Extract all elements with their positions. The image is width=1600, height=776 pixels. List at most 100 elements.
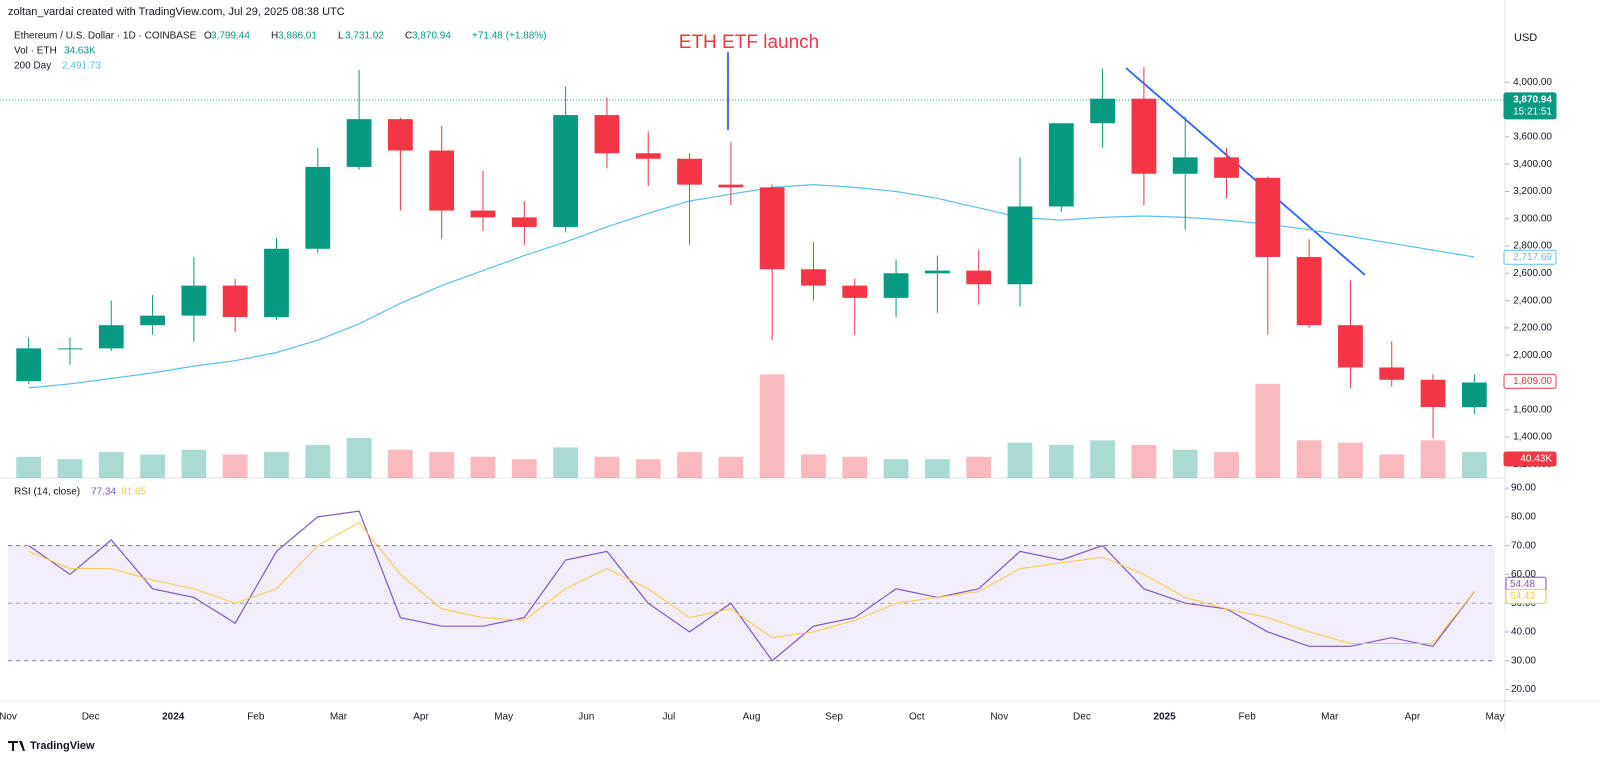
candle-body (1296, 256, 1322, 326)
candle-body (429, 150, 455, 211)
y-tick-label: 20.00 (1511, 684, 1536, 695)
rsi-value: 77.34 (91, 487, 116, 498)
y-tick-label: 3,000.00 (1513, 213, 1552, 224)
ma-tag (1503, 249, 1557, 265)
candle-body (553, 115, 579, 227)
y-tick-label: 30.00 (1511, 655, 1536, 666)
candle-body (594, 115, 620, 154)
candle-body (1007, 206, 1033, 285)
y-tick-label: 1,400.00 (1513, 432, 1552, 443)
ohlc-value: 3,799.44 (211, 31, 250, 42)
volume-bar (1255, 383, 1281, 478)
ohlc-key: C (405, 31, 412, 42)
candle-body (511, 217, 537, 227)
countdown: 15:21:51 (1513, 107, 1552, 118)
x-tick-label: Jul (662, 712, 675, 723)
x-tick-label: 2025 (1153, 712, 1176, 723)
watermark: zoltan_vardai created with TradingView.c… (8, 6, 345, 18)
rsi-tag-label: 54.48 (1510, 579, 1535, 590)
volume-bar (1296, 440, 1322, 478)
x-tick-label: Apr (1405, 712, 1421, 723)
candle-body (16, 348, 42, 382)
volume-bar (677, 452, 702, 478)
candle-body (842, 285, 868, 298)
ma-tag-label: 2,717.69 (1513, 252, 1552, 263)
volume-bar (1461, 452, 1487, 478)
candle-body (1048, 123, 1074, 207)
ma-name: 200 Day (14, 61, 51, 72)
volume-bar (16, 456, 42, 478)
candle-body (635, 153, 661, 159)
candle-body (1420, 379, 1446, 408)
currency: USD (1514, 32, 1537, 44)
candle-body (759, 187, 785, 270)
candle-body (1255, 177, 1281, 257)
x-tick-label: Mar (1321, 712, 1339, 723)
y-tick-label: 60.00 (1511, 569, 1536, 580)
volume-bar (305, 445, 331, 478)
rsi-line (28, 510, 1475, 662)
candle-body (677, 158, 702, 185)
volume-value: 34.63K (64, 46, 96, 57)
y-tick-label: 80.00 (1511, 511, 1536, 522)
y-tick-label: 3,600.00 (1513, 132, 1552, 143)
x-tick-label: Apr (413, 712, 429, 723)
symbol: Ethereum / U.S. Dollar · 1D · COINBASE (14, 31, 197, 42)
volume-bar (1090, 440, 1115, 478)
y-tick-label: 3,400.00 (1513, 159, 1552, 170)
y-tick-label: 2,400.00 (1513, 295, 1552, 306)
y-tick-label: 3,200.00 (1513, 186, 1552, 197)
volume-bar (718, 456, 744, 478)
volume-bar (429, 452, 455, 478)
close-tag (1503, 373, 1557, 389)
volume-bar (801, 454, 826, 478)
candle-body (883, 273, 909, 298)
candle-body (305, 166, 331, 249)
candle-body (140, 315, 165, 326)
trend-line (1125, 67, 1366, 276)
volume-bar (1379, 454, 1405, 478)
rsi-name: RSI (14, close) (14, 487, 80, 498)
close-tag-label: 1,809.00 (1513, 376, 1552, 387)
y-tick-label: 2,000.00 (1513, 350, 1552, 361)
ohlc-key: O (204, 31, 212, 42)
volume-bar (470, 456, 496, 478)
last-price-tag (1503, 92, 1557, 120)
candle-body (98, 325, 124, 349)
ohlc-value: 3,870.94 (412, 31, 451, 42)
y-tick-label: 1,600.00 (1513, 404, 1552, 415)
volume-bar (1172, 449, 1198, 478)
volume-bar (924, 459, 950, 478)
volume-bar (1131, 445, 1157, 478)
volume-tag (1503, 451, 1557, 467)
y-tick-label: 2,600.00 (1513, 268, 1552, 279)
volume-bar (1338, 442, 1363, 478)
x-tick-label: 2024 (162, 712, 185, 723)
x-tick-label: Mar (330, 712, 348, 723)
brand-logo (8, 741, 25, 751)
y-tick-label: 2,800.00 (1513, 241, 1552, 252)
candle-body (57, 348, 83, 350)
x-tick-label: Jun (578, 712, 594, 723)
volume-bar (511, 459, 537, 478)
volume-bar (553, 447, 579, 478)
x-tick-label: Oct (909, 712, 925, 723)
volume-bar (388, 449, 413, 478)
x-tick-label: Sep (825, 712, 843, 723)
rsi-line (28, 521, 1475, 644)
x-tick-label: Feb (247, 712, 265, 723)
change: +71.48 (+1.88%) (472, 31, 547, 42)
candle-body (1090, 98, 1115, 124)
candle-body (1131, 98, 1157, 174)
volume-bar (346, 437, 372, 478)
volume-bar (264, 452, 289, 478)
x-tick-label: Nov (990, 712, 1008, 723)
y-tick-label: 90.00 (1511, 483, 1536, 494)
y-tick-label: 40.00 (1511, 627, 1536, 638)
volume-bar (594, 456, 620, 478)
volume-bar (759, 374, 785, 478)
candle-body (346, 119, 372, 167)
x-tick-label: May (494, 712, 513, 723)
ma-value: 2,491.73 (62, 61, 101, 72)
